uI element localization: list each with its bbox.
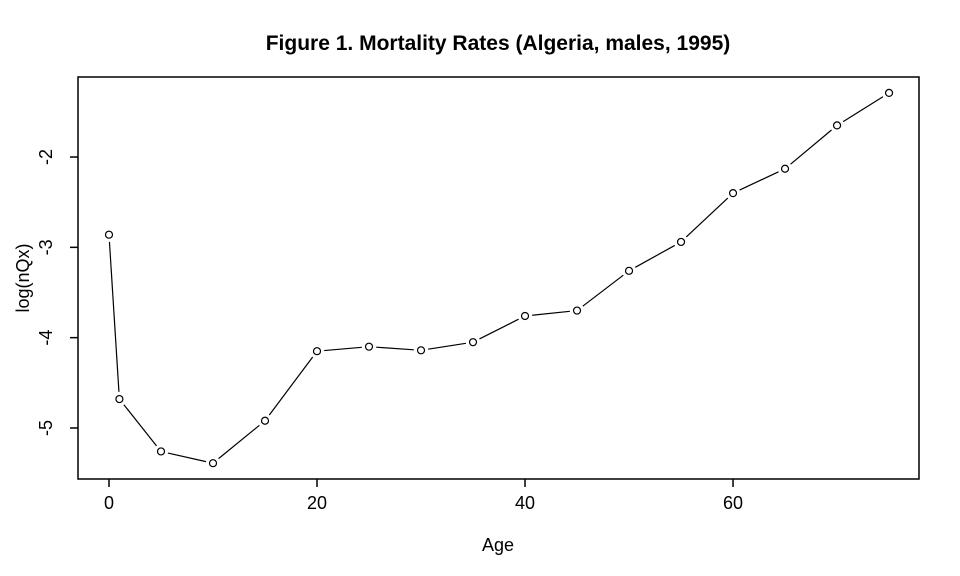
y-tick-label: -2 <box>36 149 56 165</box>
x-tick-label: 60 <box>723 493 743 513</box>
series-line-segment <box>108 241 120 392</box>
series-line-segment <box>324 346 362 352</box>
series-line-segment <box>268 356 314 416</box>
y-axis-label: log(nQx) <box>13 243 33 312</box>
data-point-marker <box>624 266 634 275</box>
data-point-marker <box>728 189 738 198</box>
data-point-marker <box>364 342 374 351</box>
data-point-marker <box>104 230 114 239</box>
chart-title: Figure 1. Mortality Rates (Algeria, male… <box>266 32 731 55</box>
series-line-segment <box>123 404 157 447</box>
series-line-segment <box>428 342 466 350</box>
plot-area: 0 20 40 60 -2 -3 -4 -5 <box>36 76 920 513</box>
series-line-segment <box>167 452 207 463</box>
data-point-marker <box>156 447 166 456</box>
data-point-marker <box>115 394 124 404</box>
data-point-marker <box>572 306 582 315</box>
y-tick-label: -3 <box>36 239 56 255</box>
x-tick-label: 20 <box>307 493 327 513</box>
series-line-segment <box>790 129 832 165</box>
series-line-segment <box>582 274 624 307</box>
series-line-segment <box>739 171 779 191</box>
y-tick-label: -5 <box>36 420 56 436</box>
data-point-marker <box>884 88 894 97</box>
data-point-marker <box>312 347 322 356</box>
data-point-marker <box>676 237 686 247</box>
series-line-segment <box>685 197 729 238</box>
y-tick-label: -4 <box>36 330 56 346</box>
series-line-segment <box>635 244 676 268</box>
data-point-marker <box>520 311 530 321</box>
data-point-marker <box>416 346 426 355</box>
data-point-marker <box>468 338 478 347</box>
x-tick-label: 40 <box>515 493 535 513</box>
data-point-marker <box>208 459 218 468</box>
series-line-segment <box>218 424 260 460</box>
data-point-marker <box>780 164 790 173</box>
plot-border <box>77 76 920 480</box>
data-point-marker <box>832 121 842 130</box>
series-line-segment <box>479 318 519 340</box>
series-line-segment <box>532 310 570 316</box>
data-point-marker <box>260 416 270 425</box>
x-tick-label: 0 <box>104 493 114 513</box>
series-line-segment <box>842 96 884 123</box>
series-line-segment <box>376 346 414 351</box>
x-axis-label: Age <box>482 535 514 555</box>
